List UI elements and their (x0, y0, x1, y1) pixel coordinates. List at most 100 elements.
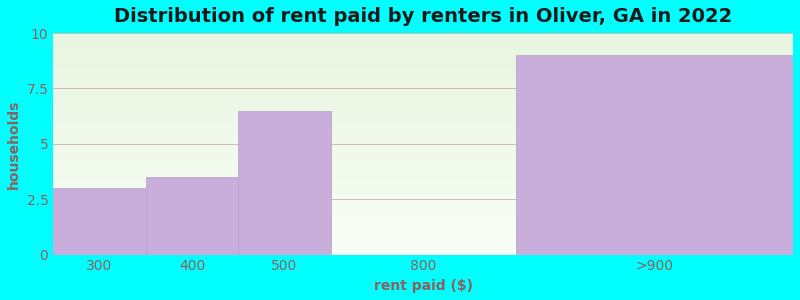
Bar (54, 60, 793, 61)
Bar (54, 238, 793, 239)
Bar (54, 209, 793, 210)
Bar (54, 165, 793, 166)
Bar (54, 83, 793, 84)
Bar (54, 172, 793, 173)
Bar (54, 227, 793, 228)
Bar (54, 91, 793, 92)
Bar (54, 90, 793, 91)
Bar (54, 148, 793, 149)
Bar (54, 194, 793, 195)
Bar (54, 84, 793, 85)
Bar (54, 58, 793, 60)
Bar (54, 44, 793, 45)
Bar (54, 133, 793, 134)
Bar (54, 66, 793, 68)
Bar (54, 228, 793, 229)
Bar (54, 240, 793, 241)
Bar (54, 247, 793, 248)
Bar (54, 63, 793, 64)
Title: Distribution of rent paid by renters in Oliver, GA in 2022: Distribution of rent paid by renters in … (114, 7, 732, 26)
Bar (54, 207, 793, 208)
Bar (54, 164, 793, 165)
Bar (54, 188, 793, 189)
Bar (54, 163, 793, 164)
Bar (54, 149, 793, 151)
Bar (54, 162, 793, 163)
Bar (54, 132, 793, 133)
Bar (54, 116, 793, 117)
Bar (54, 137, 793, 138)
Bar (54, 169, 793, 170)
Bar (54, 43, 793, 44)
Bar (54, 216, 793, 217)
Bar (54, 123, 793, 124)
Bar (54, 104, 793, 105)
Bar (54, 46, 793, 47)
Bar (54, 138, 793, 140)
Bar (54, 184, 793, 185)
Bar (54, 188, 146, 255)
Bar (54, 112, 793, 113)
Bar (54, 102, 793, 103)
Bar (54, 39, 793, 40)
Bar (54, 111, 793, 112)
Bar (54, 86, 793, 87)
Bar (54, 244, 793, 245)
Bar (54, 73, 793, 74)
Bar (54, 215, 793, 216)
Bar (54, 96, 793, 97)
Bar (54, 107, 793, 108)
Bar (516, 55, 793, 255)
Bar (54, 97, 793, 98)
Bar (54, 159, 793, 160)
Bar (54, 135, 793, 136)
Bar (54, 77, 793, 79)
Bar (54, 189, 793, 190)
Bar (54, 166, 793, 167)
Bar (54, 178, 793, 179)
Bar (54, 152, 793, 153)
Bar (54, 174, 793, 175)
Bar (54, 193, 793, 194)
Bar (54, 210, 793, 211)
Bar (54, 219, 793, 220)
Bar (54, 55, 793, 56)
Bar (54, 183, 793, 184)
Bar (54, 249, 793, 250)
Bar (54, 51, 793, 52)
Bar (54, 191, 793, 193)
Bar (54, 68, 793, 70)
Bar (54, 205, 793, 206)
Bar (54, 62, 793, 63)
Bar (54, 250, 793, 251)
Bar (54, 85, 793, 86)
Bar (54, 140, 793, 142)
Bar (54, 225, 793, 226)
Bar (54, 237, 793, 238)
Bar (54, 40, 793, 41)
Bar (54, 254, 793, 255)
Bar (54, 179, 793, 180)
Bar (54, 202, 793, 204)
Bar (54, 70, 793, 71)
Bar (54, 239, 793, 240)
Bar (54, 38, 793, 39)
Bar (54, 170, 793, 172)
Bar (54, 36, 793, 38)
Bar (54, 212, 793, 214)
Bar (54, 145, 793, 146)
Bar (54, 180, 793, 181)
Bar (238, 111, 330, 255)
Bar (54, 232, 793, 234)
Bar (54, 45, 793, 46)
Bar (54, 41, 793, 42)
Bar (54, 64, 793, 65)
Bar (54, 151, 793, 152)
Bar (54, 241, 793, 242)
Bar (54, 251, 793, 252)
Bar (54, 61, 793, 62)
Bar (54, 95, 793, 96)
Bar (54, 229, 793, 230)
Bar (54, 208, 793, 209)
Bar (54, 72, 793, 73)
